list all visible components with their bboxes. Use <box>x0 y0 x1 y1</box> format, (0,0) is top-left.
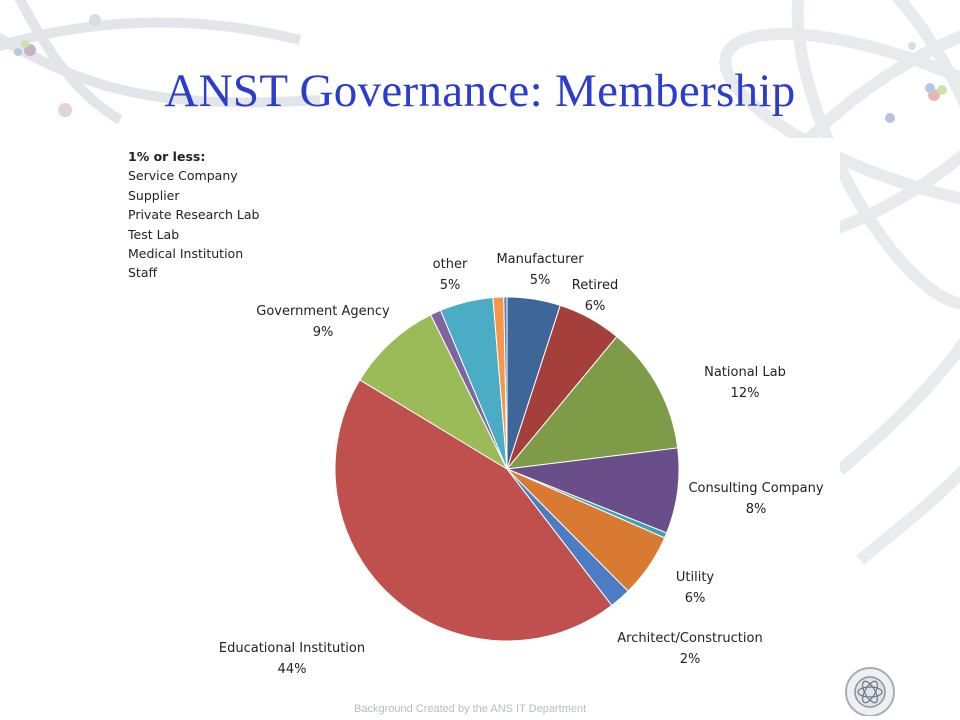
slice-percent-label: 2% <box>680 652 701 667</box>
slice-percent-label: 6% <box>685 591 706 606</box>
slice-label: Manufacturer <box>496 252 584 267</box>
slice-label: Retired <box>572 278 618 293</box>
slice-label: Architect/Construction <box>617 631 762 646</box>
ans-seal-logo: ANS <box>845 667 895 716</box>
small-category-item: Test Lab <box>128 226 180 242</box>
slice-percent-label: 44% <box>278 662 307 677</box>
slice-percent-label: 5% <box>530 273 551 288</box>
small-category-item: Service Company <box>128 168 238 184</box>
slice-label: Consulting Company <box>688 481 823 496</box>
slice-label: Government Agency <box>256 304 390 319</box>
slice-label: Utility <box>676 570 715 585</box>
footer-credit: Background Created by the ANS IT Departm… <box>354 703 587 715</box>
pie-slice-educational-institution <box>334 379 613 642</box>
slide-title: ANST Governance: Membership <box>164 65 796 117</box>
pie-slice-national-lab <box>505 335 679 470</box>
slice-percent-label: 8% <box>746 502 767 517</box>
small-category-item: Staff <box>128 265 158 281</box>
small-category-item: Medical Institution <box>128 246 244 262</box>
small-categories-list: 1% or less: Service Company Supplier Pri… <box>128 147 259 283</box>
small-category-item: Supplier <box>128 187 180 203</box>
slice-percent-label: 6% <box>585 299 606 314</box>
slice-label: Educational Institution <box>219 641 365 656</box>
slice-label: other <box>433 257 468 272</box>
small-category-item: Private Research Lab <box>128 207 260 223</box>
small-categories-header: 1% or less: <box>128 149 206 164</box>
slice-percent-label: 5% <box>440 278 461 293</box>
slice-percent-label: 12% <box>731 386 760 401</box>
pie-slice-government-agency <box>359 314 509 471</box>
slice-label: National Lab <box>704 365 786 380</box>
pie-slice-unlabeled <box>503 296 508 470</box>
slice-percent-label: 9% <box>313 325 334 340</box>
